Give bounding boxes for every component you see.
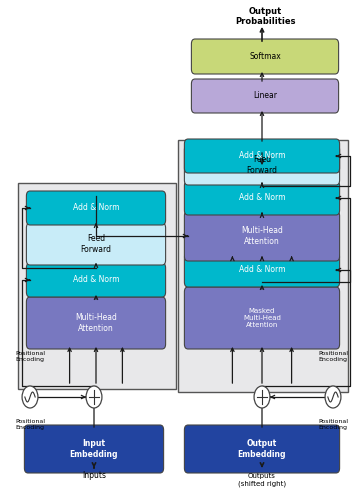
Text: Positional
Encoding: Positional Encoding xyxy=(15,351,45,362)
Text: Feed
Forward: Feed Forward xyxy=(247,156,278,174)
FancyBboxPatch shape xyxy=(184,211,340,261)
FancyBboxPatch shape xyxy=(26,263,166,297)
Circle shape xyxy=(254,386,270,408)
Text: Input
Embedding: Input Embedding xyxy=(70,440,118,458)
Text: Feed
Forward: Feed Forward xyxy=(81,234,112,254)
Circle shape xyxy=(86,386,102,408)
FancyBboxPatch shape xyxy=(25,425,164,473)
FancyBboxPatch shape xyxy=(191,79,339,113)
Text: Positional
Encoding: Positional Encoding xyxy=(318,419,348,430)
Text: Output
Probabilities: Output Probabilities xyxy=(235,7,295,26)
FancyBboxPatch shape xyxy=(26,191,166,225)
Text: Output
Embedding: Output Embedding xyxy=(238,440,286,458)
FancyBboxPatch shape xyxy=(26,223,166,265)
Text: Multi-Head
Attention: Multi-Head Attention xyxy=(75,314,117,332)
Text: Multi-Head
Attention: Multi-Head Attention xyxy=(241,226,283,246)
Text: Add & Norm: Add & Norm xyxy=(239,194,285,202)
FancyBboxPatch shape xyxy=(184,139,340,173)
Circle shape xyxy=(22,386,38,408)
Text: Outputs
(shifted right): Outputs (shifted right) xyxy=(238,473,286,487)
Circle shape xyxy=(325,386,341,408)
Text: Positional
Encoding: Positional Encoding xyxy=(15,419,45,430)
FancyBboxPatch shape xyxy=(184,253,340,287)
FancyBboxPatch shape xyxy=(184,425,340,473)
FancyBboxPatch shape xyxy=(184,145,340,185)
Text: Masked
Multi-Head
Attention: Masked Multi-Head Attention xyxy=(243,308,281,328)
FancyBboxPatch shape xyxy=(26,297,166,349)
FancyBboxPatch shape xyxy=(184,287,340,349)
Text: Softmax: Softmax xyxy=(249,52,281,61)
Text: Add & Norm: Add & Norm xyxy=(73,204,119,212)
Text: Add & Norm: Add & Norm xyxy=(239,266,285,274)
FancyBboxPatch shape xyxy=(184,181,340,215)
FancyBboxPatch shape xyxy=(191,39,339,74)
Text: Add & Norm: Add & Norm xyxy=(239,152,285,160)
Text: Linear: Linear xyxy=(253,92,277,100)
Text: Positional
Encoding: Positional Encoding xyxy=(318,351,348,362)
Bar xyxy=(18,183,176,389)
Text: Inputs: Inputs xyxy=(82,470,106,480)
Bar xyxy=(178,140,348,392)
Text: Add & Norm: Add & Norm xyxy=(73,276,119,284)
